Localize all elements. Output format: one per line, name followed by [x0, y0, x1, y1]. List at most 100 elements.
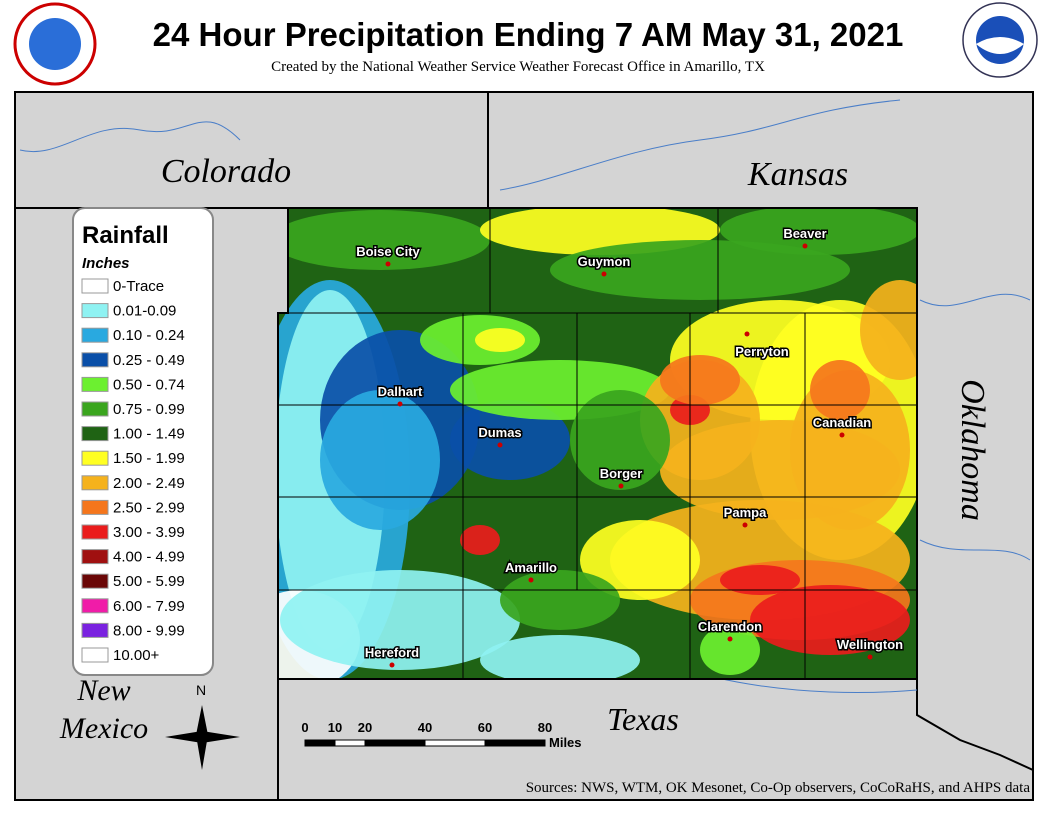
- legend-swatch: [81, 647, 109, 663]
- city-label: Borger: [600, 466, 643, 481]
- state-label: Texas: [607, 701, 679, 737]
- legend-swatch: [81, 475, 109, 491]
- city-dot: [385, 261, 391, 267]
- city-dot: [389, 662, 395, 668]
- rain-area: [720, 208, 917, 255]
- legend-label: 0.50 - 0.74: [113, 376, 185, 393]
- rain-area: [580, 520, 700, 600]
- rain-area: [450, 400, 570, 480]
- legend-swatch: [81, 426, 109, 442]
- title: 24 Hour Precipitation Ending 7 AM May 31…: [153, 16, 904, 53]
- legend-title: Rainfall: [82, 222, 169, 249]
- city-dot: [397, 401, 403, 407]
- legend-label: 10.00+: [113, 647, 160, 664]
- city-label: Clarendon: [698, 619, 762, 634]
- legend-swatch: [81, 401, 109, 417]
- rain-area: [660, 355, 740, 405]
- rain-area: [550, 240, 850, 300]
- legend-label: 0.01-0.09: [113, 303, 176, 320]
- state-label: Oklahoma: [954, 379, 991, 521]
- legend-swatch: [81, 327, 109, 343]
- city-dot: [601, 271, 607, 277]
- legend-label: 0.10 - 0.24: [113, 327, 185, 344]
- cities: Boise City Guymon Beaver Perryton Dalhart Dum…: [355, 225, 905, 668]
- city-label: Dumas: [478, 425, 521, 440]
- scale-segment: [484, 739, 546, 747]
- legend-swatch: [81, 278, 109, 294]
- state-label: Kansas: [747, 156, 848, 193]
- legend-swatch: [81, 376, 109, 392]
- city-label: Beaver: [783, 226, 826, 241]
- legend-label: 6.00 - 7.99: [113, 598, 185, 615]
- county-lines: [278, 208, 917, 679]
- scale-tick-label: 10: [328, 720, 342, 735]
- city-dot: [839, 432, 845, 438]
- subtitle: Created by the National Weather Service …: [271, 59, 765, 75]
- city-dot: [497, 442, 503, 448]
- city-label: Canadian: [813, 415, 872, 430]
- scale-segment: [334, 739, 366, 747]
- legend-swatch: [81, 573, 109, 589]
- nws-logo: [13, 2, 97, 86]
- city-label: Wellington: [837, 637, 903, 652]
- scale-segment: [304, 739, 336, 747]
- city-dot: [528, 577, 534, 583]
- rain-area: [460, 525, 500, 555]
- legend-label: 0-Trace: [113, 278, 164, 295]
- city-dot: [744, 331, 750, 337]
- legend-swatch: [81, 499, 109, 515]
- scale-segment: [364, 739, 426, 747]
- city-dot: [727, 636, 733, 642]
- compass: N: [165, 682, 240, 770]
- city-label: Pampa: [724, 505, 767, 520]
- city-label: Boise City: [356, 244, 420, 259]
- rain-area: [750, 585, 910, 655]
- scale-tick-label: 80: [538, 720, 552, 735]
- city-label: Guymon: [578, 254, 631, 269]
- rain-area: [320, 390, 440, 530]
- city-label: Hereford: [365, 645, 419, 660]
- state-label: Mexico: [59, 712, 148, 745]
- rain-area: [700, 625, 760, 675]
- city-dot: [618, 483, 624, 489]
- scale-tick-label: 20: [358, 720, 372, 735]
- legend: Rainfall Inches 0-Trace 0.01-0.09 0.10 - 0…: [72, 207, 214, 676]
- rain-area: [475, 328, 525, 352]
- rain-area: [278, 210, 490, 270]
- region-outline: [277, 207, 918, 680]
- rain-area: [860, 280, 917, 380]
- scale-tick-label: 0: [301, 720, 308, 735]
- compass-label: N: [196, 682, 206, 698]
- legend-swatch: [81, 549, 109, 565]
- legend-label: 1.00 - 1.49: [113, 426, 185, 443]
- legend-label: 1.50 - 1.99: [113, 450, 185, 467]
- legend-label: 0.25 - 0.49: [113, 352, 185, 369]
- rain-area: [570, 390, 670, 490]
- rain-area: [720, 565, 800, 595]
- legend-label: 0.75 - 0.99: [113, 401, 185, 418]
- legend-label: 3.00 - 3.99: [113, 524, 185, 541]
- legend-label: 2.50 - 2.99: [113, 499, 185, 516]
- legend-label: 8.00 - 9.99: [113, 622, 185, 639]
- scale-segment: [424, 739, 486, 747]
- legend-label: 4.00 - 4.99: [113, 549, 185, 566]
- city-dot: [867, 654, 873, 660]
- scale-tick-label: 60: [478, 720, 492, 735]
- rain-area: [500, 570, 620, 630]
- city-dot: [802, 243, 808, 249]
- legend-swatch: [81, 352, 109, 368]
- legend-label: 2.00 - 2.49: [113, 475, 185, 492]
- city-label: Amarillo: [505, 560, 557, 575]
- noaa-logo: [962, 2, 1038, 78]
- legend-label: 5.00 - 5.99: [113, 573, 185, 590]
- scale-unit: Miles: [549, 735, 582, 750]
- rain-area: [280, 570, 520, 670]
- legend-swatch: [81, 524, 109, 540]
- legend-swatch: [81, 622, 109, 638]
- state-label: Colorado: [161, 153, 291, 190]
- legend-swatch: [81, 598, 109, 614]
- city-label: Perryton: [735, 344, 789, 359]
- city-dot: [742, 522, 748, 528]
